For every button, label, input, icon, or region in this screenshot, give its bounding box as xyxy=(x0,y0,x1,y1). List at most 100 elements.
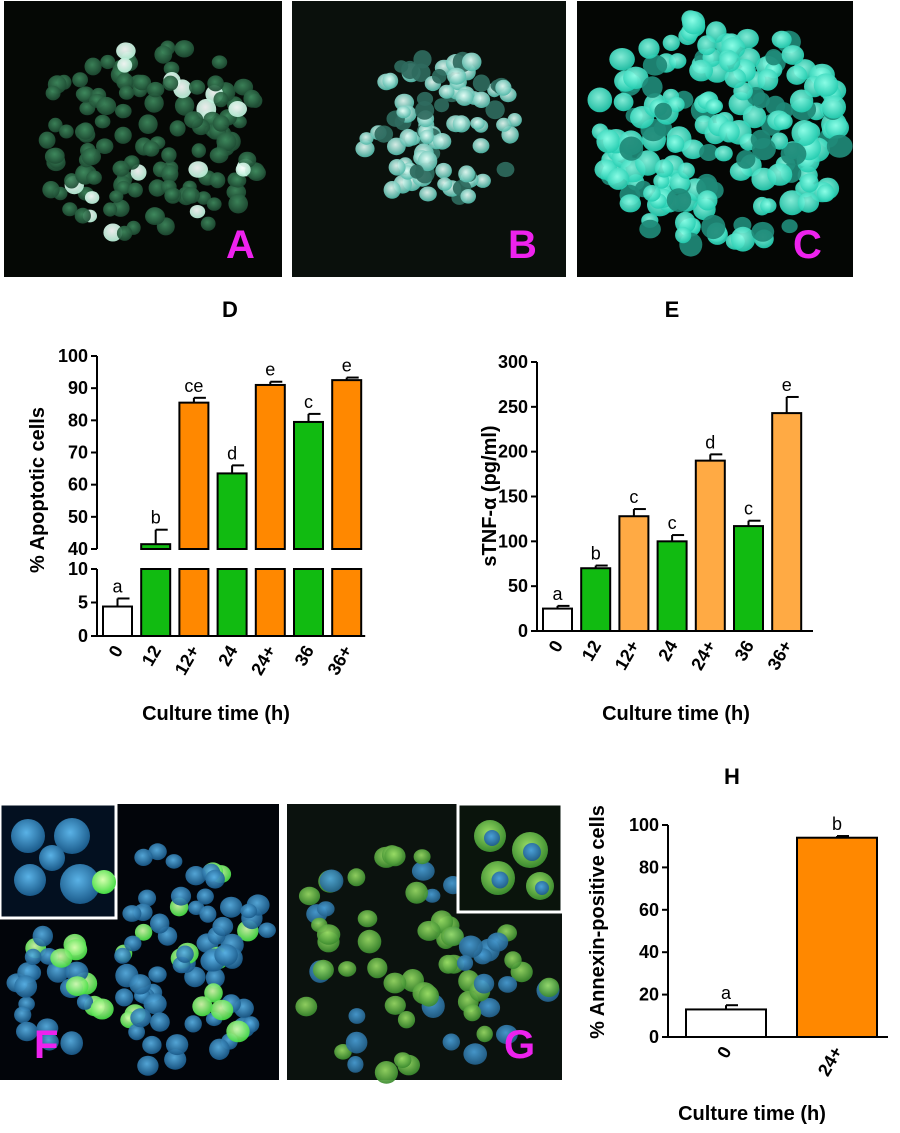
cell xyxy=(60,864,100,904)
cell xyxy=(496,1024,518,1045)
cell xyxy=(206,197,222,211)
cell xyxy=(470,117,485,130)
bar xyxy=(178,568,210,637)
cell xyxy=(189,205,206,219)
cell xyxy=(596,129,621,154)
cell xyxy=(825,116,849,139)
panel-label-f: F xyxy=(34,1023,58,1067)
cell xyxy=(413,50,432,69)
panel-label-b: B xyxy=(508,223,537,267)
y-tick-label: 40 xyxy=(639,942,659,962)
cell xyxy=(504,951,522,969)
significance-label: d xyxy=(227,443,237,463)
cell xyxy=(184,1015,202,1033)
cell xyxy=(642,54,668,76)
cell xyxy=(697,35,717,56)
cell xyxy=(46,147,65,164)
x-tick-label: 36+ xyxy=(764,637,797,673)
significance-label: a xyxy=(721,983,732,1003)
bar xyxy=(140,568,172,637)
micrograph-a: A xyxy=(4,1,282,277)
cell xyxy=(210,999,234,1021)
micrograph-b: B xyxy=(292,1,566,277)
cell xyxy=(247,164,266,181)
cell xyxy=(16,1021,38,1042)
cell xyxy=(474,173,491,188)
cell xyxy=(394,1052,412,1068)
cell xyxy=(130,1008,152,1028)
y-tick-label: 20 xyxy=(639,985,659,1005)
cell xyxy=(103,223,123,242)
micrograph-c: C xyxy=(577,1,853,277)
cell xyxy=(463,1004,482,1022)
cell xyxy=(191,143,206,158)
cell xyxy=(74,207,91,224)
cell xyxy=(96,96,117,116)
cell xyxy=(205,869,225,889)
cell xyxy=(752,92,770,109)
y-tick-label: 10 xyxy=(68,559,88,579)
significance-label: e xyxy=(265,360,275,380)
cell xyxy=(773,113,793,130)
cell xyxy=(116,72,134,91)
cell xyxy=(112,160,130,177)
cell xyxy=(134,848,153,867)
cell xyxy=(229,173,247,188)
cell xyxy=(662,34,680,52)
cell xyxy=(212,115,230,132)
cell xyxy=(452,115,471,133)
cell xyxy=(212,916,234,937)
cell xyxy=(800,173,819,193)
cell xyxy=(62,202,78,217)
cell xyxy=(316,924,341,945)
cell xyxy=(357,929,382,954)
cell xyxy=(666,134,685,153)
cell xyxy=(399,128,418,147)
cell xyxy=(150,913,170,934)
cell xyxy=(165,1034,189,1056)
cell xyxy=(45,85,61,101)
cell xyxy=(415,101,435,120)
cell xyxy=(424,888,441,903)
cell xyxy=(60,1031,83,1055)
cell xyxy=(681,139,705,160)
cell xyxy=(619,136,644,161)
cell xyxy=(619,194,641,213)
x-tick-label: 0 xyxy=(545,637,567,656)
cell xyxy=(438,84,455,99)
cell xyxy=(718,121,740,143)
cell xyxy=(463,1043,488,1065)
cell xyxy=(129,974,152,995)
nucleus xyxy=(523,843,541,861)
cell xyxy=(643,185,661,202)
cell xyxy=(128,1023,146,1041)
cell xyxy=(133,74,152,91)
cell xyxy=(165,854,183,869)
chart-d: D Culture time (h) % Apoptotic cells a 0 b… xyxy=(27,297,393,725)
cell xyxy=(472,74,490,92)
chart-e: E Culture time (h) sTNF-α (pg/ml) a 0 b 12 c… xyxy=(479,297,813,725)
cell xyxy=(211,55,228,69)
bar xyxy=(293,568,324,637)
cell xyxy=(64,173,80,189)
cell xyxy=(677,162,695,179)
cell xyxy=(587,87,613,113)
cell xyxy=(338,961,357,977)
y-tick-label: 0 xyxy=(78,626,88,646)
chart-h-ylabel: % Annexin-positive cells xyxy=(587,805,609,1039)
y-tick-label: 40 xyxy=(68,539,88,559)
cell xyxy=(607,167,630,190)
x-tick-label: 12+ xyxy=(611,637,644,673)
bar xyxy=(618,515,650,633)
bar xyxy=(685,1008,767,1039)
cell xyxy=(765,95,786,116)
cell xyxy=(182,187,200,204)
cell xyxy=(689,59,713,82)
cell xyxy=(150,1012,170,1032)
cell xyxy=(100,54,116,70)
chart-e-title: E xyxy=(665,297,680,322)
cell xyxy=(374,125,394,143)
cell xyxy=(496,161,515,178)
cell xyxy=(145,207,165,225)
cell xyxy=(460,189,477,204)
